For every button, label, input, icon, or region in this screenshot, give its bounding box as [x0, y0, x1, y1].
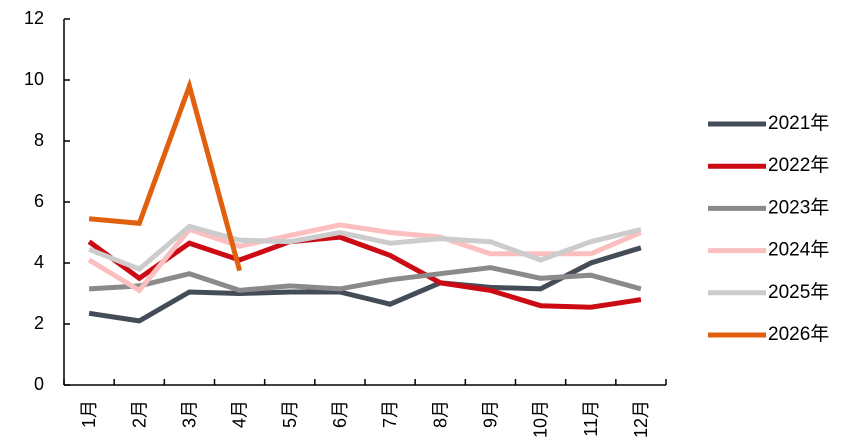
x-tick-label: 11月 — [581, 400, 601, 437]
y-tick-label: 4 — [34, 252, 44, 272]
series-line-2026年 — [88, 77, 243, 272]
x-tick-label: 5月 — [280, 400, 300, 428]
legend-label: 2021年 — [768, 112, 829, 134]
series-line-2025年 — [88, 223, 642, 272]
x-tick-label: 8月 — [430, 400, 450, 428]
x-axis: 1月 2月 3月 4月 5月 6月 7月 8月 9月 10月 11月 12月 — [63, 379, 667, 438]
y-tick-label: 8 — [34, 130, 44, 150]
x-tick-label: 7月 — [380, 400, 400, 428]
legend: 2021年 2022年 2023年 2024年 2025年 2026年 — [708, 112, 829, 345]
legend-label: 2025年 — [768, 281, 829, 303]
x-tick-label: 2月 — [129, 400, 149, 428]
series-line-2021年 — [88, 245, 642, 324]
series-line-2022年 — [87, 234, 642, 310]
y-tick-label: 12 — [24, 8, 44, 28]
legend-label: 2023年 — [768, 196, 829, 218]
x-tick-label: 12月 — [631, 400, 651, 438]
x-tick-label: 1月 — [79, 400, 99, 428]
y-tick-label: 2 — [34, 313, 44, 333]
y-tick-label: 0 — [34, 374, 44, 394]
x-tick-label: 9月 — [480, 400, 500, 428]
y-axis: 0 2 4 6 8 10 12 — [24, 8, 70, 394]
series-line-2023年 — [88, 265, 642, 293]
legend-label: 2024年 — [768, 239, 829, 261]
legend-label: 2026年 — [768, 323, 829, 345]
y-tick-label: 6 — [34, 191, 44, 211]
x-tick-label: 6月 — [330, 400, 350, 428]
x-tick-label: 10月 — [531, 400, 551, 438]
x-tick-label: 4月 — [230, 400, 250, 428]
legend-label: 2022年 — [768, 154, 829, 176]
x-tick-label: 3月 — [179, 400, 199, 428]
series-line-2024年 — [87, 222, 642, 294]
y-tick-label: 10 — [24, 69, 44, 89]
series-group — [87, 77, 642, 324]
